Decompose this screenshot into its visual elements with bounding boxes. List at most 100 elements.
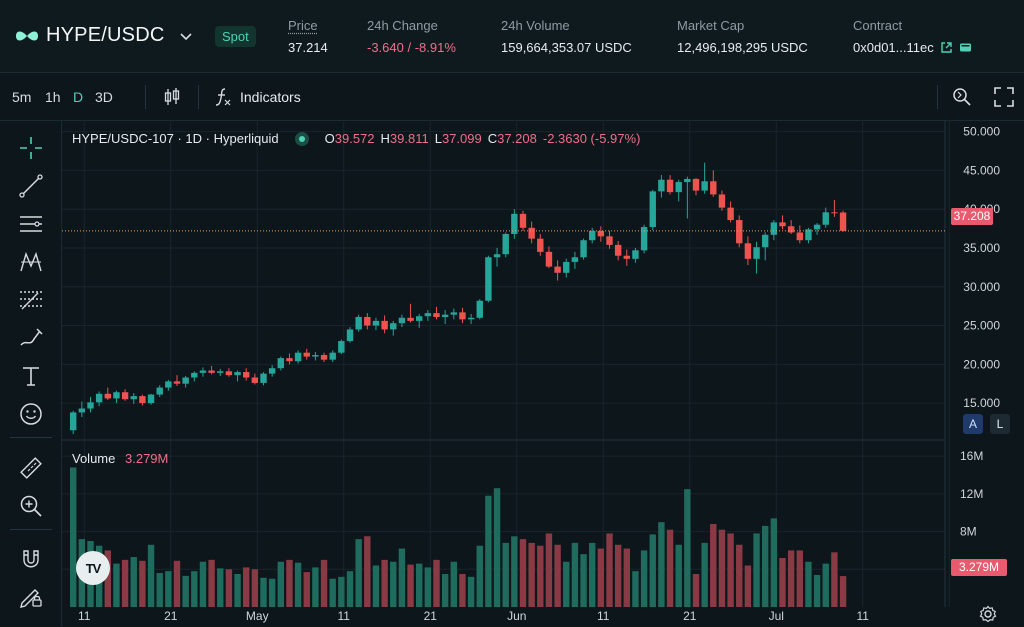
zoom-search-icon[interactable] <box>951 86 973 108</box>
log-scale-button[interactable]: L <box>990 414 1010 434</box>
volume-bar <box>701 542 708 607</box>
ohlc-low: L37.099 <box>434 131 482 146</box>
emoji-icon[interactable] <box>18 401 44 427</box>
volume-bar <box>355 539 362 607</box>
price-chart[interactable]: 50.00045.00040.00035.00030.00025.00020.0… <box>62 120 1024 627</box>
volume-legend: Volume 3.279M <box>72 451 168 466</box>
candle-body <box>450 312 457 315</box>
chevron-down-icon <box>179 32 192 40</box>
volume-bar <box>779 557 786 607</box>
candle-body <box>303 352 310 357</box>
candle-body <box>165 381 172 388</box>
volume-bar <box>450 561 457 607</box>
indicators-button[interactable]: Indicators <box>240 89 301 105</box>
price-tick-label: 30.000 <box>963 280 1000 294</box>
candle-body <box>225 371 233 376</box>
volume-tick-label: 16M <box>960 449 983 463</box>
auto-scale-button[interactable]: A <box>963 414 983 434</box>
wallet-icon[interactable] <box>959 41 972 54</box>
candle-body <box>718 194 726 208</box>
volume-bar <box>217 568 224 607</box>
candle-body <box>294 352 302 362</box>
ruler-icon[interactable] <box>18 455 44 481</box>
volume-bar <box>320 559 328 607</box>
current-price-tag: 37.208 <box>951 208 993 225</box>
candle-body <box>545 251 553 267</box>
volume-bar <box>459 574 466 607</box>
candle-body <box>511 213 518 235</box>
candle-body <box>727 207 734 221</box>
time-tick-label: 11 <box>338 609 351 623</box>
candle-body <box>329 352 336 360</box>
timeframe-d[interactable]: D <box>73 89 84 105</box>
timeframe-5m[interactable]: 5m <box>12 89 32 105</box>
candle-body <box>251 377 259 383</box>
stat-label: Contract <box>853 18 903 33</box>
candle-body <box>87 402 94 409</box>
volume-bar <box>485 495 492 607</box>
timeframe-3d[interactable]: 3D <box>95 89 113 105</box>
candle-body <box>173 381 181 384</box>
crosshair-icon[interactable] <box>18 135 44 161</box>
volume-bar <box>467 576 475 607</box>
stat-label: 24h Change <box>367 18 438 33</box>
volume-bar <box>191 571 198 607</box>
volume-bar <box>692 574 700 607</box>
candle-body <box>744 243 752 259</box>
candle-body <box>658 179 665 192</box>
tradingview-logo[interactable]: TV <box>76 551 110 585</box>
candle-body <box>424 313 432 317</box>
candlestick-icon[interactable] <box>161 86 183 108</box>
candle-body <box>243 372 250 378</box>
timeframe-1h[interactable]: 1h <box>45 89 61 105</box>
volume-bar <box>113 563 120 607</box>
price-tick-label: 45.000 <box>963 163 1000 177</box>
contract-address[interactable]: 0x0d01...11ec <box>853 40 934 55</box>
candle-body <box>537 238 544 252</box>
candle-body <box>675 182 682 193</box>
magnet-icon[interactable] <box>18 547 44 573</box>
candle-body <box>649 191 656 228</box>
volume-bar <box>234 574 241 607</box>
horizontal-lines-icon[interactable] <box>18 211 44 237</box>
candle-body <box>493 254 501 258</box>
gear-icon[interactable] <box>979 605 997 623</box>
price-tick-label: 50.000 <box>963 125 1000 139</box>
candle-body <box>139 396 146 404</box>
text-icon[interactable] <box>18 363 44 389</box>
volume-bar <box>130 557 137 607</box>
candle-body <box>796 232 803 241</box>
trendline-icon[interactable] <box>18 173 44 199</box>
legend-symbol[interactable]: HYPE/USDC-107 · 1D · Hyperliquid <box>72 131 279 146</box>
volume-bar <box>675 544 682 607</box>
time-tick-label: 21 <box>683 609 697 623</box>
fib-icon[interactable] <box>18 287 44 313</box>
volume-bar <box>398 548 406 607</box>
candle-body <box>217 371 224 373</box>
volume-tick-label: 8M <box>960 525 977 539</box>
brush-icon[interactable] <box>18 325 44 351</box>
volume-bar <box>632 571 639 607</box>
candle-body <box>312 355 319 357</box>
candle-body <box>476 300 483 318</box>
pair-selector[interactable]: HYPE/USDC <box>14 24 193 47</box>
zoom-in-icon[interactable] <box>18 493 44 519</box>
lock-pencil-icon[interactable] <box>18 583 44 609</box>
toolbar-divider <box>10 437 52 438</box>
fullscreen-icon[interactable] <box>993 86 1015 108</box>
volume-bar <box>787 550 795 607</box>
external-link-icon[interactable] <box>940 41 953 54</box>
time-tick-label: Jul <box>769 609 784 623</box>
stat-market-cap: Market Cap 12,496,198,295 USDC <box>677 18 808 55</box>
volume-bar <box>831 552 838 607</box>
pattern-icon[interactable] <box>18 249 44 275</box>
volume-bar <box>727 533 734 607</box>
function-icon[interactable] <box>212 86 234 108</box>
candle-body <box>787 226 795 233</box>
ohlc-open: O39.572 <box>324 131 375 146</box>
volume-label[interactable]: Volume <box>72 451 116 466</box>
volume-bar <box>666 529 674 607</box>
volume-bar <box>753 533 760 607</box>
toolbar-divider <box>198 85 199 109</box>
stat-value: 12,496,198,295 USDC <box>677 40 808 55</box>
